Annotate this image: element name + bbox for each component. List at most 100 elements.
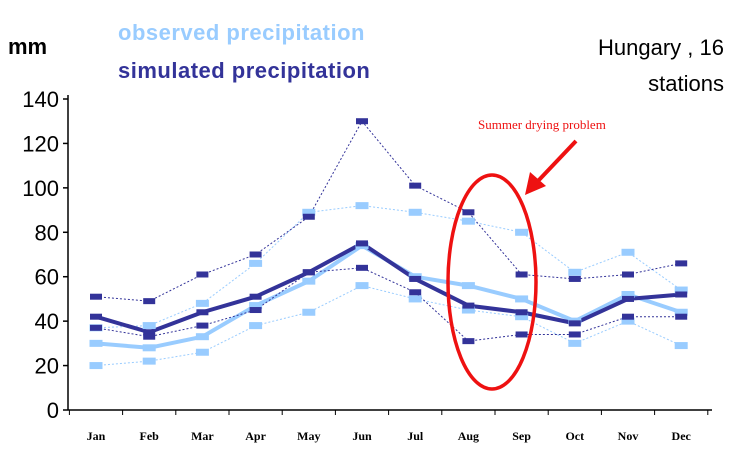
region-label: Hungary , 16 stations [598,30,724,102]
data-point-observed-lower [249,322,263,330]
data-point-observed-upper [249,259,263,267]
data-point-observed-lower [515,313,529,321]
series-line-simulated-lower [95,267,682,342]
data-point-observed-lower [89,362,103,370]
data-point-observed-mean [142,344,156,352]
data-point-simulated-upper [622,271,634,278]
x-tick-label: Jun [352,429,372,443]
data-point-simulated-lower [143,333,156,340]
annotation-arrow-shaft [536,139,578,183]
data-point-observed-mean [674,308,688,316]
data-point-observed-mean [515,295,529,303]
x-tick-label: Apr [245,429,266,443]
y-tick-label: 60 [35,265,59,290]
data-point-simulated-mean [143,329,156,336]
x-tick-label: Oct [565,429,584,443]
y-tick-label: 120 [22,131,59,156]
drying-ellipse [446,173,538,391]
x-tick-label: Feb [140,429,160,443]
data-point-observed-upper [621,248,635,256]
series-line-simulated-upper [95,120,682,302]
data-point-simulated-mean [90,313,102,320]
data-point-observed-lower [621,317,635,325]
data-point-simulated-lower [462,338,475,345]
data-point-observed-lower [461,306,475,314]
data-point-simulated-mean [515,309,528,316]
data-point-observed-mean [89,339,103,347]
x-tick-label: Jan [87,429,106,443]
data-point-observed-lower [408,295,422,303]
data-point-simulated-mean [568,320,581,327]
data-point-simulated-upper [302,213,315,220]
data-point-simulated-lower [249,307,262,314]
y-tick-label: 80 [35,220,59,245]
x-tick-label: Aug [458,429,479,443]
data-point-observed-lower [355,282,369,290]
data-point-observed-lower [195,348,209,356]
series-line-simulated-mean [95,241,682,335]
data-point-simulated-mean [196,309,209,316]
data-point-observed-upper [142,322,156,330]
x-tick-label: May [297,429,320,443]
data-point-simulated-lower [515,331,528,338]
data-point-observed-lower [142,357,156,365]
data-point-simulated-upper [249,251,262,258]
region-label-line2: stations [648,71,724,96]
y-tick-label: 20 [35,354,59,379]
data-point-observed-upper [195,299,209,307]
series-line-observed-upper [95,205,682,329]
data-point-simulated-upper [568,275,581,282]
data-point-observed-lower [568,339,582,347]
y-tick-label: 140 [22,87,59,112]
data-point-simulated-mean [675,291,688,298]
data-point-simulated-upper [409,182,422,189]
data-point-observed-mean [195,333,209,341]
data-point-observed-upper [355,202,369,210]
data-point-observed-mean [461,282,475,290]
data-point-simulated-lower [302,269,315,276]
y-tick-label: 40 [35,309,59,334]
data-point-simulated-upper [356,118,368,125]
y-tick-label: 100 [22,176,59,201]
data-point-simulated-upper [90,293,102,300]
data-point-simulated-mean [356,240,368,247]
data-point-simulated-lower [356,264,368,271]
region-label-line1: Hungary , 16 [598,35,724,60]
data-point-simulated-lower [568,331,581,338]
annotation-text: Summer drying problem [478,117,606,132]
data-point-observed-mean [621,290,635,298]
legend-observed: observed precipitation [118,20,365,45]
x-tick-label: Dec [672,429,692,443]
data-point-simulated-upper [196,271,209,278]
data-point-simulated-lower [675,313,688,320]
x-tick-label: Jul [407,429,424,443]
data-point-simulated-lower [196,322,209,329]
legend-simulated: simulated precipitation [118,58,371,83]
data-point-simulated-mean [409,275,422,282]
data-point-observed-upper [408,208,422,216]
data-point-observed-upper [302,208,316,216]
data-point-simulated-upper [515,271,528,278]
data-point-observed-lower [674,342,688,350]
data-point-simulated-mean [462,302,475,309]
data-point-simulated-lower [90,324,102,331]
annotation-arrow-head [525,172,546,195]
data-point-simulated-upper [462,209,475,216]
data-point-simulated-mean [249,293,262,300]
data-point-observed-upper [674,286,688,294]
x-tick-label: Sep [512,429,531,443]
data-point-simulated-lower [622,313,634,320]
x-tick-label: Nov [618,429,639,443]
y-axis-title: mm [8,34,48,59]
data-point-observed-upper [568,268,582,276]
y-tick-label: 0 [47,398,59,423]
x-tick-label: Mar [191,429,214,443]
data-point-observed-upper [461,217,475,225]
data-point-simulated-lower [409,289,422,296]
data-point-simulated-upper [143,298,156,305]
data-point-observed-lower [302,308,316,316]
data-point-observed-mean [249,302,263,310]
series-line-observed-lower [95,285,682,367]
data-point-simulated-upper [675,260,688,267]
